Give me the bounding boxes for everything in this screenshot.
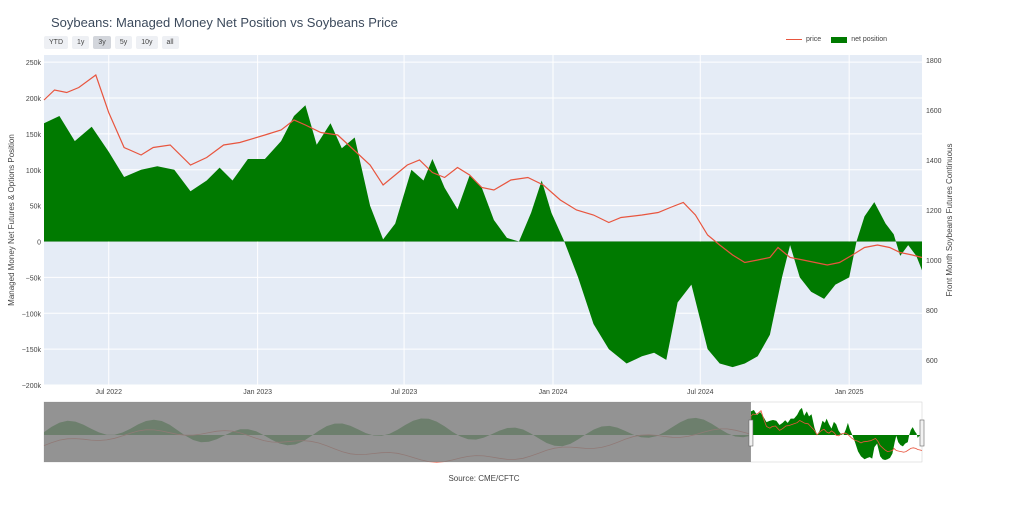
chart-svg: 250k200k150k100k50k0−50k−100k−150k−200k … <box>7 55 954 463</box>
range-button-all[interactable]: all <box>161 36 179 49</box>
price-line-swatch <box>786 39 802 40</box>
right-tick-label: 1600 <box>926 108 942 115</box>
left-tick-label: 100k <box>26 168 42 175</box>
left-axis-title: Managed Money Net Futures & Options Posi… <box>7 134 16 306</box>
left-tick-label: 200k <box>26 96 42 103</box>
legend-price-label: price <box>806 36 822 43</box>
legend-item-net-position[interactable]: net position <box>831 36 887 43</box>
left-tick-label: −100k <box>22 311 42 318</box>
price-line <box>43 74 923 266</box>
x-tick-label: Jul 2024 <box>687 389 714 396</box>
navigator-right-handle[interactable] <box>919 419 925 447</box>
left-tick-label: 250k <box>26 60 42 67</box>
right-tick-label: 800 <box>926 308 938 315</box>
x-axis-ticks: Jul 2022 Jan 2023 Jul 2023 Jan 2024 Jul 2024… <box>96 389 864 396</box>
range-selector: YTD 1y 3y 5y 10y all <box>44 36 179 49</box>
range-button-10y[interactable]: 10y <box>136 36 158 49</box>
legend-item-price[interactable]: price <box>786 36 821 43</box>
range-button-1y[interactable]: 1y <box>72 36 90 49</box>
right-tick-label: 1800 <box>926 58 942 65</box>
left-tick-label: −150k <box>22 347 42 354</box>
range-navigator[interactable] <box>43 401 925 463</box>
range-button-3y[interactable]: 3y <box>93 36 111 49</box>
left-tick-label: 50k <box>30 204 42 211</box>
chart-title: Soybeans: Managed Money Net Position vs … <box>51 15 398 30</box>
navigator-unselected-mask <box>44 402 751 462</box>
left-tick-label: −50k <box>26 275 42 282</box>
right-axis-ticks: 1800 1600 1400 1200 1000 800 600 <box>926 58 942 365</box>
x-tick-label: Jan 2023 <box>243 389 272 396</box>
left-tick-label: 150k <box>26 132 42 139</box>
left-tick-label: 0 <box>37 240 41 247</box>
right-axis-title: Front Month Soybeans Futures Continuous <box>945 144 954 297</box>
left-tick-label: −200k <box>22 383 42 390</box>
navigator-left-handle[interactable] <box>748 419 754 447</box>
range-button-5y[interactable]: 5y <box>114 36 133 49</box>
x-tick-label: Jul 2023 <box>391 389 418 396</box>
source-note: Source: CME/CFTC <box>448 474 520 483</box>
right-tick-label: 1000 <box>926 258 942 265</box>
x-tick-label: Jul 2022 <box>96 389 123 396</box>
chart-legend: price net position <box>786 36 887 43</box>
right-tick-label: 1400 <box>926 158 942 165</box>
net-position-area <box>44 105 922 368</box>
range-button-ytd[interactable]: YTD <box>44 36 68 49</box>
right-tick-label: 600 <box>926 358 938 365</box>
net-position-swatch <box>831 36 848 43</box>
legend-net-label: net position <box>851 36 887 43</box>
x-tick-label: Jan 2024 <box>539 389 568 396</box>
left-axis-ticks: 250k 200k 150k 100k 50k 0 −50k −100k −150k −200k <box>22 60 42 390</box>
x-tick-label: Jan 2025 <box>835 389 864 396</box>
right-tick-label: 1200 <box>926 208 942 215</box>
